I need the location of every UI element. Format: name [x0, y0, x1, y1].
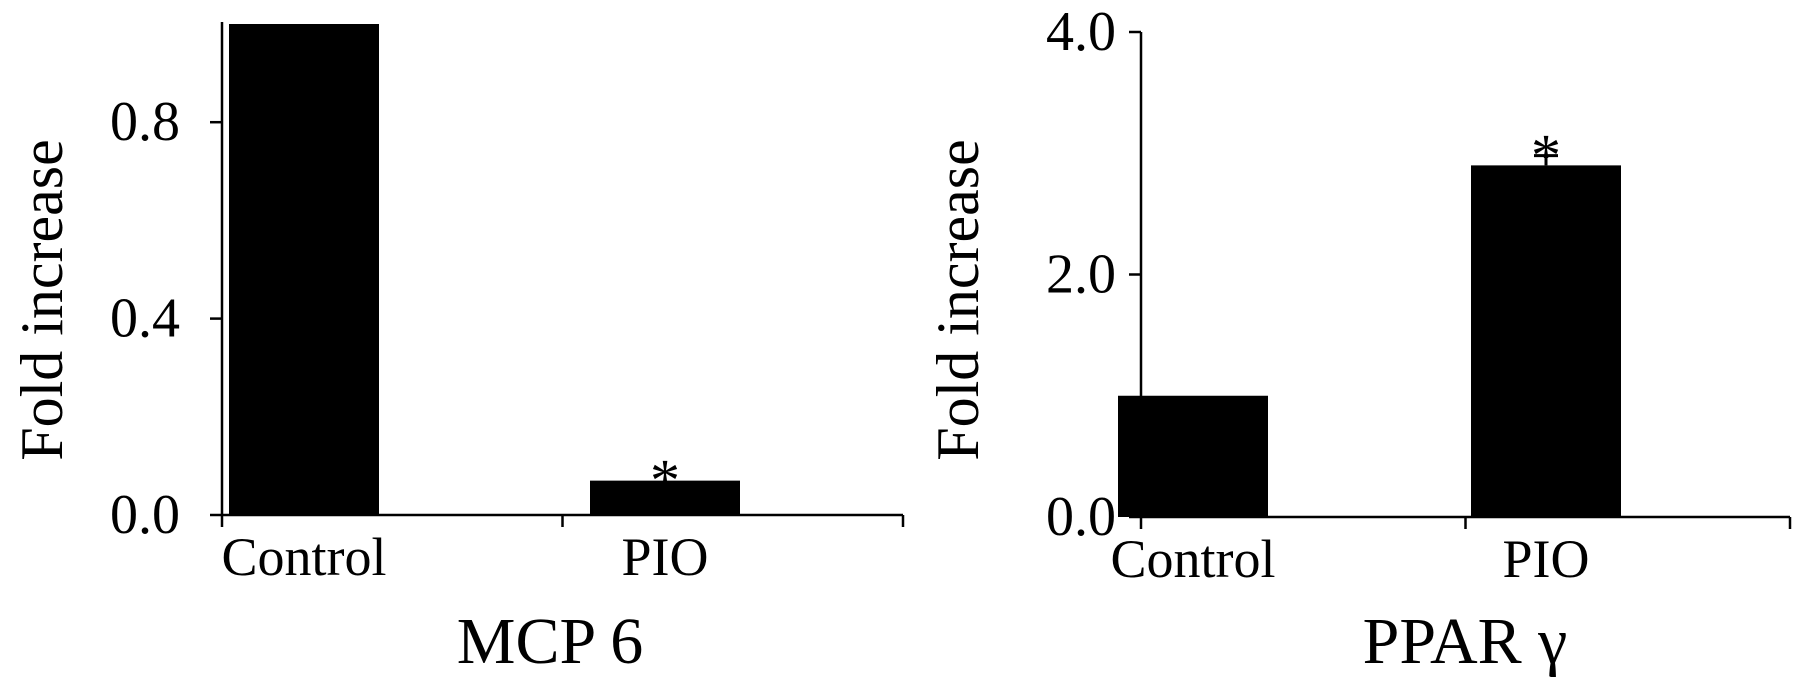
- y-axis-label: Fold increase: [925, 139, 991, 461]
- bar-control: [229, 24, 379, 515]
- x-tick-label: Control: [1110, 529, 1275, 589]
- y-tick-label: 0.4: [110, 288, 180, 350]
- bar-pio: [1471, 165, 1621, 517]
- y-tick-label: 0.0: [1046, 486, 1116, 548]
- chart-mcp6: Fold increase MCP 6 0.0 0.4 0.8 Control * PIO: [9, 22, 905, 678]
- bar-pio: [590, 480, 740, 515]
- y-tick-label: 4.0: [1046, 1, 1116, 63]
- significance-marker: *: [1531, 123, 1561, 189]
- x-tick-label: PIO: [621, 527, 708, 587]
- significance-marker: *: [650, 448, 680, 514]
- chart-ppar-gamma: Fold increase PPAR γ 0.0 2.0 4.0 Control * PI…: [925, 1, 1792, 678]
- y-axis-label: Fold increase: [9, 139, 75, 461]
- y-tick-label: 2.0: [1046, 244, 1116, 306]
- y-tick-label: 0.0: [110, 484, 180, 546]
- y-tick-label: 0.8: [110, 91, 180, 153]
- x-tick-label: Control: [221, 527, 386, 587]
- bar-control: [1118, 395, 1268, 517]
- x-tick-label: PIO: [1502, 529, 1589, 589]
- x-axis-title: MCP 6: [457, 605, 643, 678]
- x-axis-title: PPAR γ: [1363, 605, 1568, 678]
